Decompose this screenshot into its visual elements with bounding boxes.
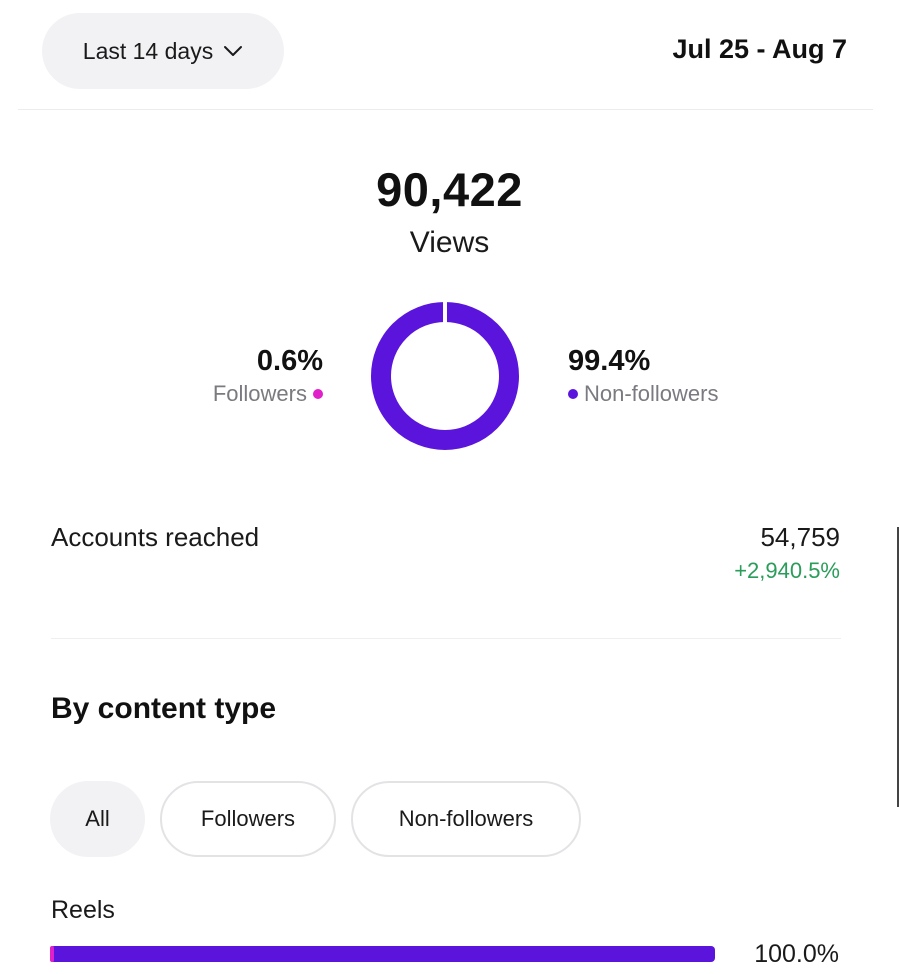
scrollbar[interactable] [897,527,899,807]
views-donut-chart [371,301,519,450]
donut-ring-non-followers [371,302,519,450]
non-followers-dot-icon [568,389,578,399]
filter-chip-all[interactable]: All [50,781,145,857]
divider [18,109,873,110]
content-type-reels-percentage: 100.0% [754,940,839,968]
reels-bar-followers-portion [50,946,54,962]
followers-percentage: 0.6% [256,345,323,377]
filter-chip-non-followers[interactable]: Non-followers [351,781,581,857]
filter-chip-label: All [85,806,110,831]
date-range-dropdown[interactable]: Last 14 days [42,13,284,89]
content-type-reels-label: Reels [51,896,115,924]
divider [51,638,841,639]
followers-dot-icon [313,389,323,399]
non-followers-percentage: 99.4% [568,345,651,377]
date-range-label: Last 14 days [82,37,214,64]
filter-chip-label: Followers [200,806,296,831]
non-followers-legend-label: Non-followers [584,381,719,406]
followers-stat: 0.6% Followers [213,343,323,409]
accounts-reached-change: +2,940.5% [734,558,840,583]
filter-chip-label: Non-followers [398,806,534,831]
followers-legend: Followers [213,379,323,409]
section-title: By content type [51,692,277,725]
views-total: 90,422 [376,163,523,216]
filter-chip-followers[interactable]: Followers [160,781,336,857]
reels-bar [50,946,715,962]
non-followers-legend: Non-followers [568,379,719,409]
date-span: Jul 25 - Aug 7 [672,34,847,64]
non-followers-stat: 99.4% Non-followers [568,343,719,409]
accounts-reached-label: Accounts reached [51,522,260,552]
views-label: Views [409,226,490,259]
followers-legend-label: Followers [212,381,307,406]
accounts-reached-value: 54,759 [760,522,840,552]
chevron-down-icon [224,46,243,56]
reels-bar-fill [50,946,715,962]
